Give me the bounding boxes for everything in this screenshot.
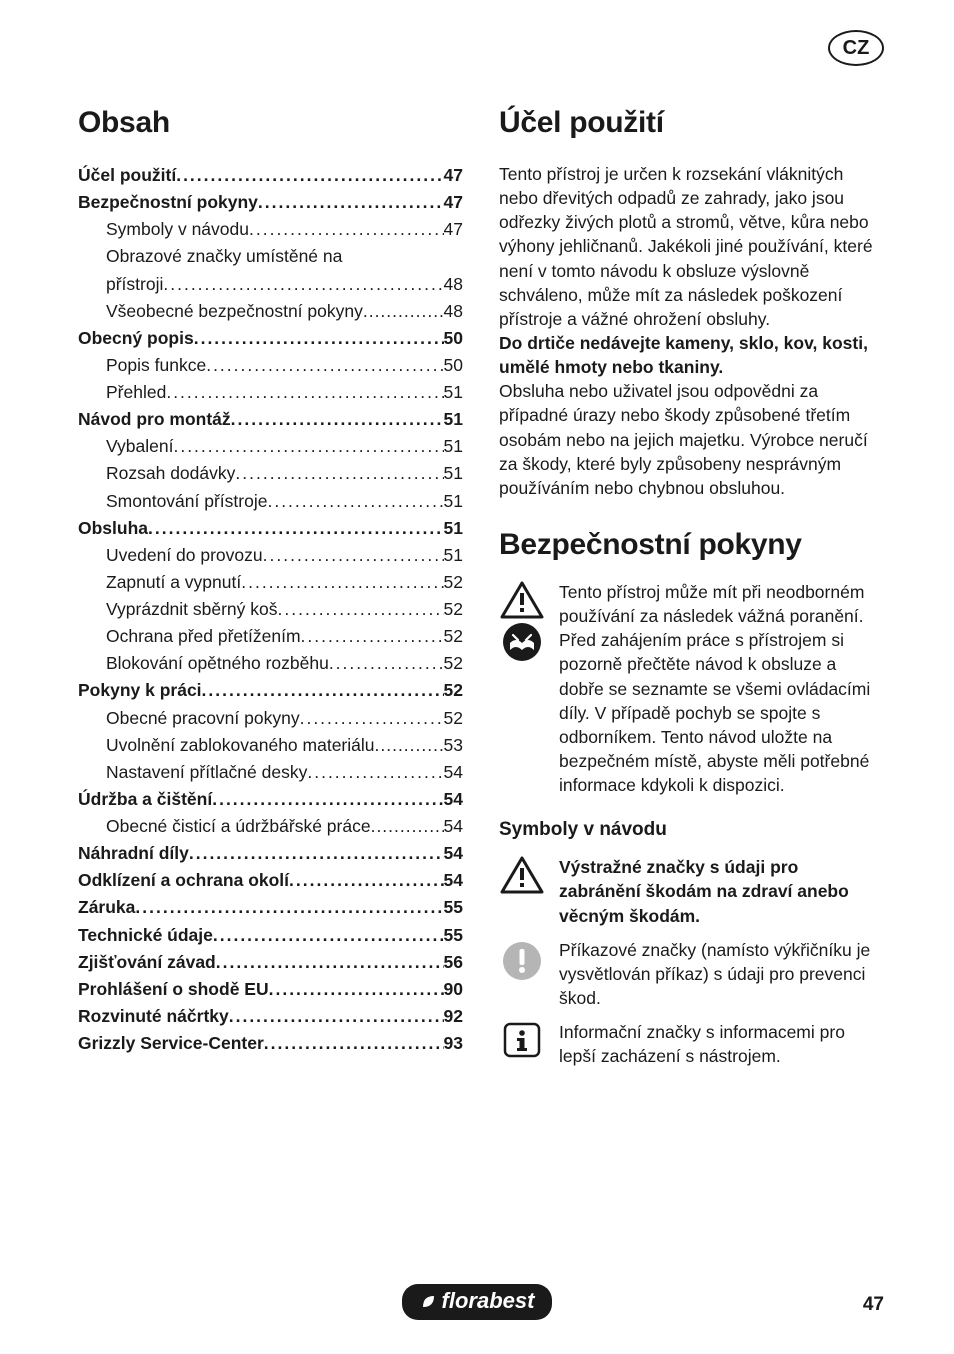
toc-row: Rozvinuté náčrtky92 [78,1003,463,1030]
toc-row: Účel použití47 [78,162,463,189]
toc-row: Obecné pracovní pokyny52 [78,705,463,732]
brand-footer: florabest [0,1284,954,1320]
toc-row: Smontování přístroje51 [78,488,463,515]
brand-logo: florabest [402,1284,553,1320]
toc-row: Vyprázdnit sběrný koš52 [78,596,463,623]
page-number: 47 [863,1294,884,1316]
symbol-command: Příkazové značky (namísto výkřičníku je … [499,938,884,1010]
toc-row: Technické údaje55 [78,922,463,949]
toc-row: Návod pro montáž51 [78,406,463,433]
toc-row: Obecný popis50 [78,325,463,352]
toc-row: Popis funkce50 [78,352,463,379]
toc-row: Symboly v návodu47 [78,216,463,243]
toc-row: Zapnutí a vypnutí52 [78,569,463,596]
symbols-heading: Symboly v návodu [499,819,884,841]
toc-row: Uvolnění zablokovaného materiálu53 [78,732,463,759]
toc-row: Pokyny k práci52 [78,677,463,704]
toc-row: Všeobecné bezpečnostní pokyny48 [78,298,463,325]
toc-row: Přehled51 [78,379,463,406]
toc-row: Obsluha51 [78,515,463,542]
toc-row: Záruka55 [78,894,463,921]
toc-row: Údržba a čištění54 [78,786,463,813]
warning-icon [499,855,545,895]
info-icon [499,1020,545,1060]
toc-row: Prohlášení o shodě EU90 [78,976,463,1003]
symbol-warning: Výstražné značky s údaji pro zabránění š… [499,855,884,927]
safety-callout: Tento přístroj může mít při neodborném p… [499,580,884,797]
toc-row: Blokování opětného rozběhu52 [78,650,463,677]
toc-row: Odklízení a ochrana okolí54 [78,867,463,894]
intro-text: Tento přístroj je určen k rozsekání vlák… [499,162,884,500]
toc-row: Obrazové značky umístěné na [78,243,463,270]
country-badge: CZ [828,30,884,66]
toc-row: Bezpečnostní pokyny47 [78,189,463,216]
safety-heading: Bezpečnostní pokyny [499,528,884,562]
symbol-info: Informační značky s informacemi pro lepš… [499,1020,884,1068]
toc-row: Ochrana před přetížením52 [78,623,463,650]
warning-icon [499,580,545,620]
toc-row: Obecné čisticí a údržbářské práce54 [78,813,463,840]
toc-row: Vybalení51 [78,433,463,460]
toc-heading: Obsah [78,106,463,140]
purpose-heading: Účel použití [499,106,884,140]
read-manual-icon [499,620,545,664]
command-icon [499,938,545,984]
table-of-contents: Účel použití47Bezpečnostní pokyny47Symbo… [78,162,463,1057]
toc-row: Uvedení do provozu51 [78,542,463,569]
toc-row: Grizzly Service-Center93 [78,1030,463,1057]
toc-row: Zjišťování závad56 [78,949,463,976]
toc-row: Rozsah dodávky51 [78,460,463,487]
toc-row: Náhradní díly54 [78,840,463,867]
toc-row: Nastavení přítlačné desky54 [78,759,463,786]
toc-row: přístroji48 [78,271,463,298]
